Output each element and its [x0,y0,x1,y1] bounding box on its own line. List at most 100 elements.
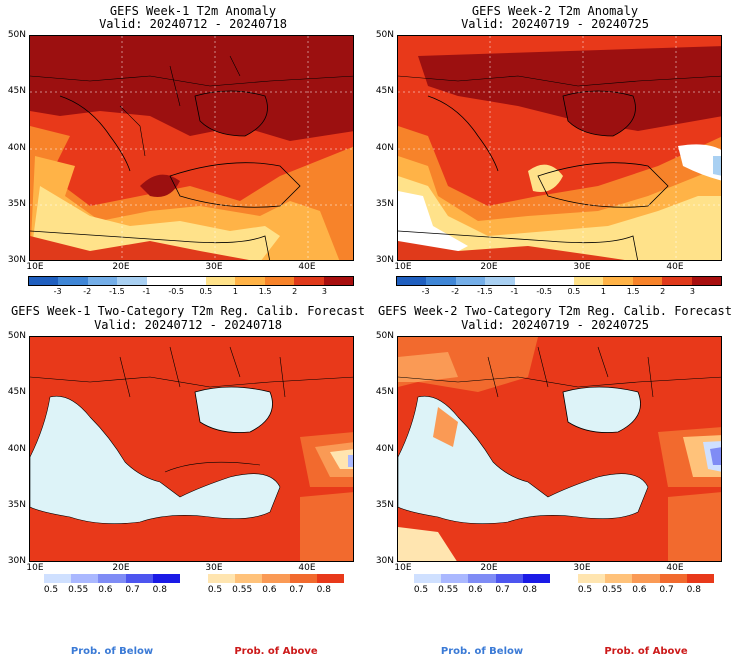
prob-above-swatch [578,574,606,583]
prob-below-labels: 0.5 0.55 0.6 0.7 0.8 [414,585,550,595]
lon-label: 30E [573,262,591,272]
lon-label: 40E [666,563,684,573]
anomaly-swatch [455,277,486,285]
panel-week2-prob: GEFS Week-2 Two-Category T2m Reg. Calib.… [370,300,740,662]
anomaly-map [29,35,354,261]
panel-valid: Valid: 20240712 - 20240718 [99,17,287,31]
panel-week2-anomaly: GEFS Week-2 T2m Anomaly Valid: 20240719 … [370,0,740,330]
prob-above-tick-label: 0.55 [232,585,253,595]
prob-below-swatch [71,574,99,583]
anomaly-swatch [29,277,59,285]
prob-above-tick-label: 0.8 [686,585,701,595]
prob-below-swatch [468,574,496,583]
prob-above-tick-label: 0.5 [577,585,593,595]
anomaly-swatch [397,277,427,285]
lat-label: 45N [375,86,394,96]
anomaly-swatch [294,277,324,285]
prob-below-tick-label: 0.55 [438,585,459,595]
anomaly-swatch [146,277,177,285]
prob-above-colorbar [208,574,345,583]
prob-above-swatch [289,574,317,583]
anomaly-tick-label: -2 [451,287,460,296]
anomaly-tick-label: 1.5 [626,287,640,296]
anomaly-swatch [603,277,633,285]
lon-label: 20E [112,262,130,272]
prob-above-swatch [659,574,687,583]
prob-above-swatch [605,574,633,583]
lat-label: 35N [7,500,26,510]
lat-label: 50N [7,331,26,341]
panel-valid: Valid: 20240712 - 20240718 [94,318,282,332]
anomaly-swatch [544,277,574,285]
prob-above-swatch [632,574,660,583]
prob-below-tick-label: 0.5 [43,585,59,595]
anomaly-tick-label: -1 [510,287,519,296]
lon-label: 10E [394,563,412,573]
prob-above-tick-label: 0.55 [602,585,623,595]
lon-label: 40E [298,563,316,573]
anomaly-tick-label: 2 [660,287,666,296]
prob-below-tick-label: 0.7 [495,585,510,595]
panel-week1-prob: GEFS Week-1 Two-Category T2m Reg. Calib.… [0,300,370,662]
lat-label: 50N [7,30,26,40]
prob-above-colorbar [578,574,715,583]
prob-above-swatch [208,574,236,583]
anomaly-tick-label: 2 [292,287,298,296]
prob-above-labels: 0.5 0.55 0.6 0.7 0.8 [208,585,344,595]
lon-label: 30E [573,563,591,573]
legend-prob-below: Prob. of Below [70,646,154,657]
anomaly-swatch [662,277,692,285]
anomaly-swatch [691,277,721,285]
lon-label: 30E [205,563,223,573]
anomaly-swatch [573,277,604,285]
panel-valid: Valid: 20240719 - 20240725 [461,318,649,332]
lon-label: 20E [480,262,498,272]
prob-below-tick-label: 0.6 [468,585,483,595]
lat-label: 45N [7,86,26,96]
anomaly-swatch [632,277,663,285]
prob-below-labels: 0.5 0.55 0.6 0.7 0.8 [44,585,180,595]
prob-below-swatch [152,574,181,583]
lon-label: 30E [205,262,223,272]
anomaly-tick-label: 1 [600,287,606,296]
panel-title: GEFS Week-2 T2m Anomaly [471,4,639,18]
anomaly-tick-label: 1 [232,287,238,296]
anomaly-swatch [485,277,515,285]
anomaly-tick-label: -1.5 [477,287,493,296]
lon-label: 40E [298,262,316,272]
anomaly-tick-label: -1.5 [109,287,125,296]
lat-label: 50N [375,331,394,341]
legend-prob-below: Prob. of Below [440,646,524,657]
prob-below-colorbar [44,574,181,583]
prob-above-tick-label: 0.7 [289,585,304,595]
lat-label: 30N [7,255,26,265]
lon-label: 10E [26,262,44,272]
anomaly-tick-label: -3 [421,287,430,296]
anomaly-swatch [176,277,206,285]
lat-label: 40N [7,143,26,153]
anomaly-tick-label: 0.5 [199,287,213,296]
anomaly-swatch [426,277,456,285]
lat-label: 40N [375,143,394,153]
prob-below-colorbar [414,574,551,583]
lon-label: 20E [480,563,498,573]
lat-label: 45N [375,387,394,397]
lat-label: 50N [375,30,394,40]
anomaly-map [397,35,722,261]
panel-valid: Valid: 20240719 - 20240725 [461,17,649,31]
prob-above-tick-label: 0.7 [659,585,674,595]
legend-prob-above: Prob. of Above [604,646,688,657]
prob-above-labels: 0.5 0.55 0.6 0.7 0.8 [578,585,714,595]
anomaly-swatch [205,277,236,285]
prob-below-swatch [441,574,469,583]
prob-below-tick-label: 0.6 [98,585,113,595]
prob-below-tick-label: 0.55 [68,585,89,595]
lat-label: 35N [375,500,394,510]
lat-label: 30N [375,556,394,566]
probability-map [397,336,722,562]
anomaly-swatch [58,277,88,285]
panel-title: GEFS Week-2 Two-Category T2m Reg. Calib.… [377,304,732,318]
lat-label: 45N [7,387,26,397]
prob-above-tick-label: 0.5 [207,585,223,595]
lat-label: 30N [7,556,26,566]
